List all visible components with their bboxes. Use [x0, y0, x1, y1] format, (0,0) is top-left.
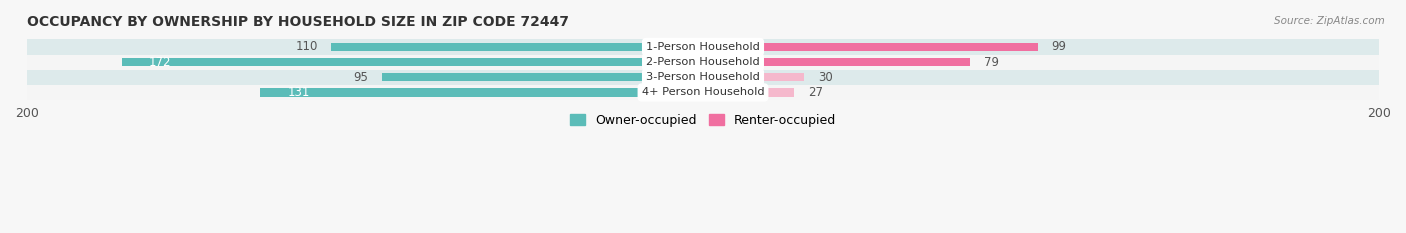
Bar — [703, 88, 794, 97]
Bar — [27, 39, 1379, 55]
Text: 30: 30 — [818, 71, 832, 84]
Bar — [703, 43, 1038, 51]
Legend: Owner-occupied, Renter-occupied: Owner-occupied, Renter-occupied — [565, 109, 841, 132]
Bar — [703, 58, 970, 66]
Text: 110: 110 — [295, 41, 318, 53]
Text: OCCUPANCY BY OWNERSHIP BY HOUSEHOLD SIZE IN ZIP CODE 72447: OCCUPANCY BY OWNERSHIP BY HOUSEHOLD SIZE… — [27, 15, 569, 29]
Text: 4+ Person Household: 4+ Person Household — [641, 87, 765, 97]
Text: 172: 172 — [149, 56, 172, 69]
Bar — [260, 88, 703, 97]
Text: 27: 27 — [808, 86, 823, 99]
Text: 3-Person Household: 3-Person Household — [647, 72, 759, 82]
Text: Source: ZipAtlas.com: Source: ZipAtlas.com — [1274, 16, 1385, 26]
Text: 95: 95 — [353, 71, 368, 84]
Bar — [27, 85, 1379, 100]
Text: 2-Person Household: 2-Person Household — [647, 57, 759, 67]
Bar — [27, 70, 1379, 85]
Bar — [332, 43, 703, 51]
Bar — [703, 73, 804, 82]
Bar — [27, 55, 1379, 70]
Text: 79: 79 — [984, 56, 998, 69]
Text: 99: 99 — [1052, 41, 1066, 53]
Text: 1-Person Household: 1-Person Household — [647, 42, 759, 52]
Bar — [382, 73, 703, 82]
Text: 131: 131 — [287, 86, 309, 99]
Bar — [121, 58, 703, 66]
